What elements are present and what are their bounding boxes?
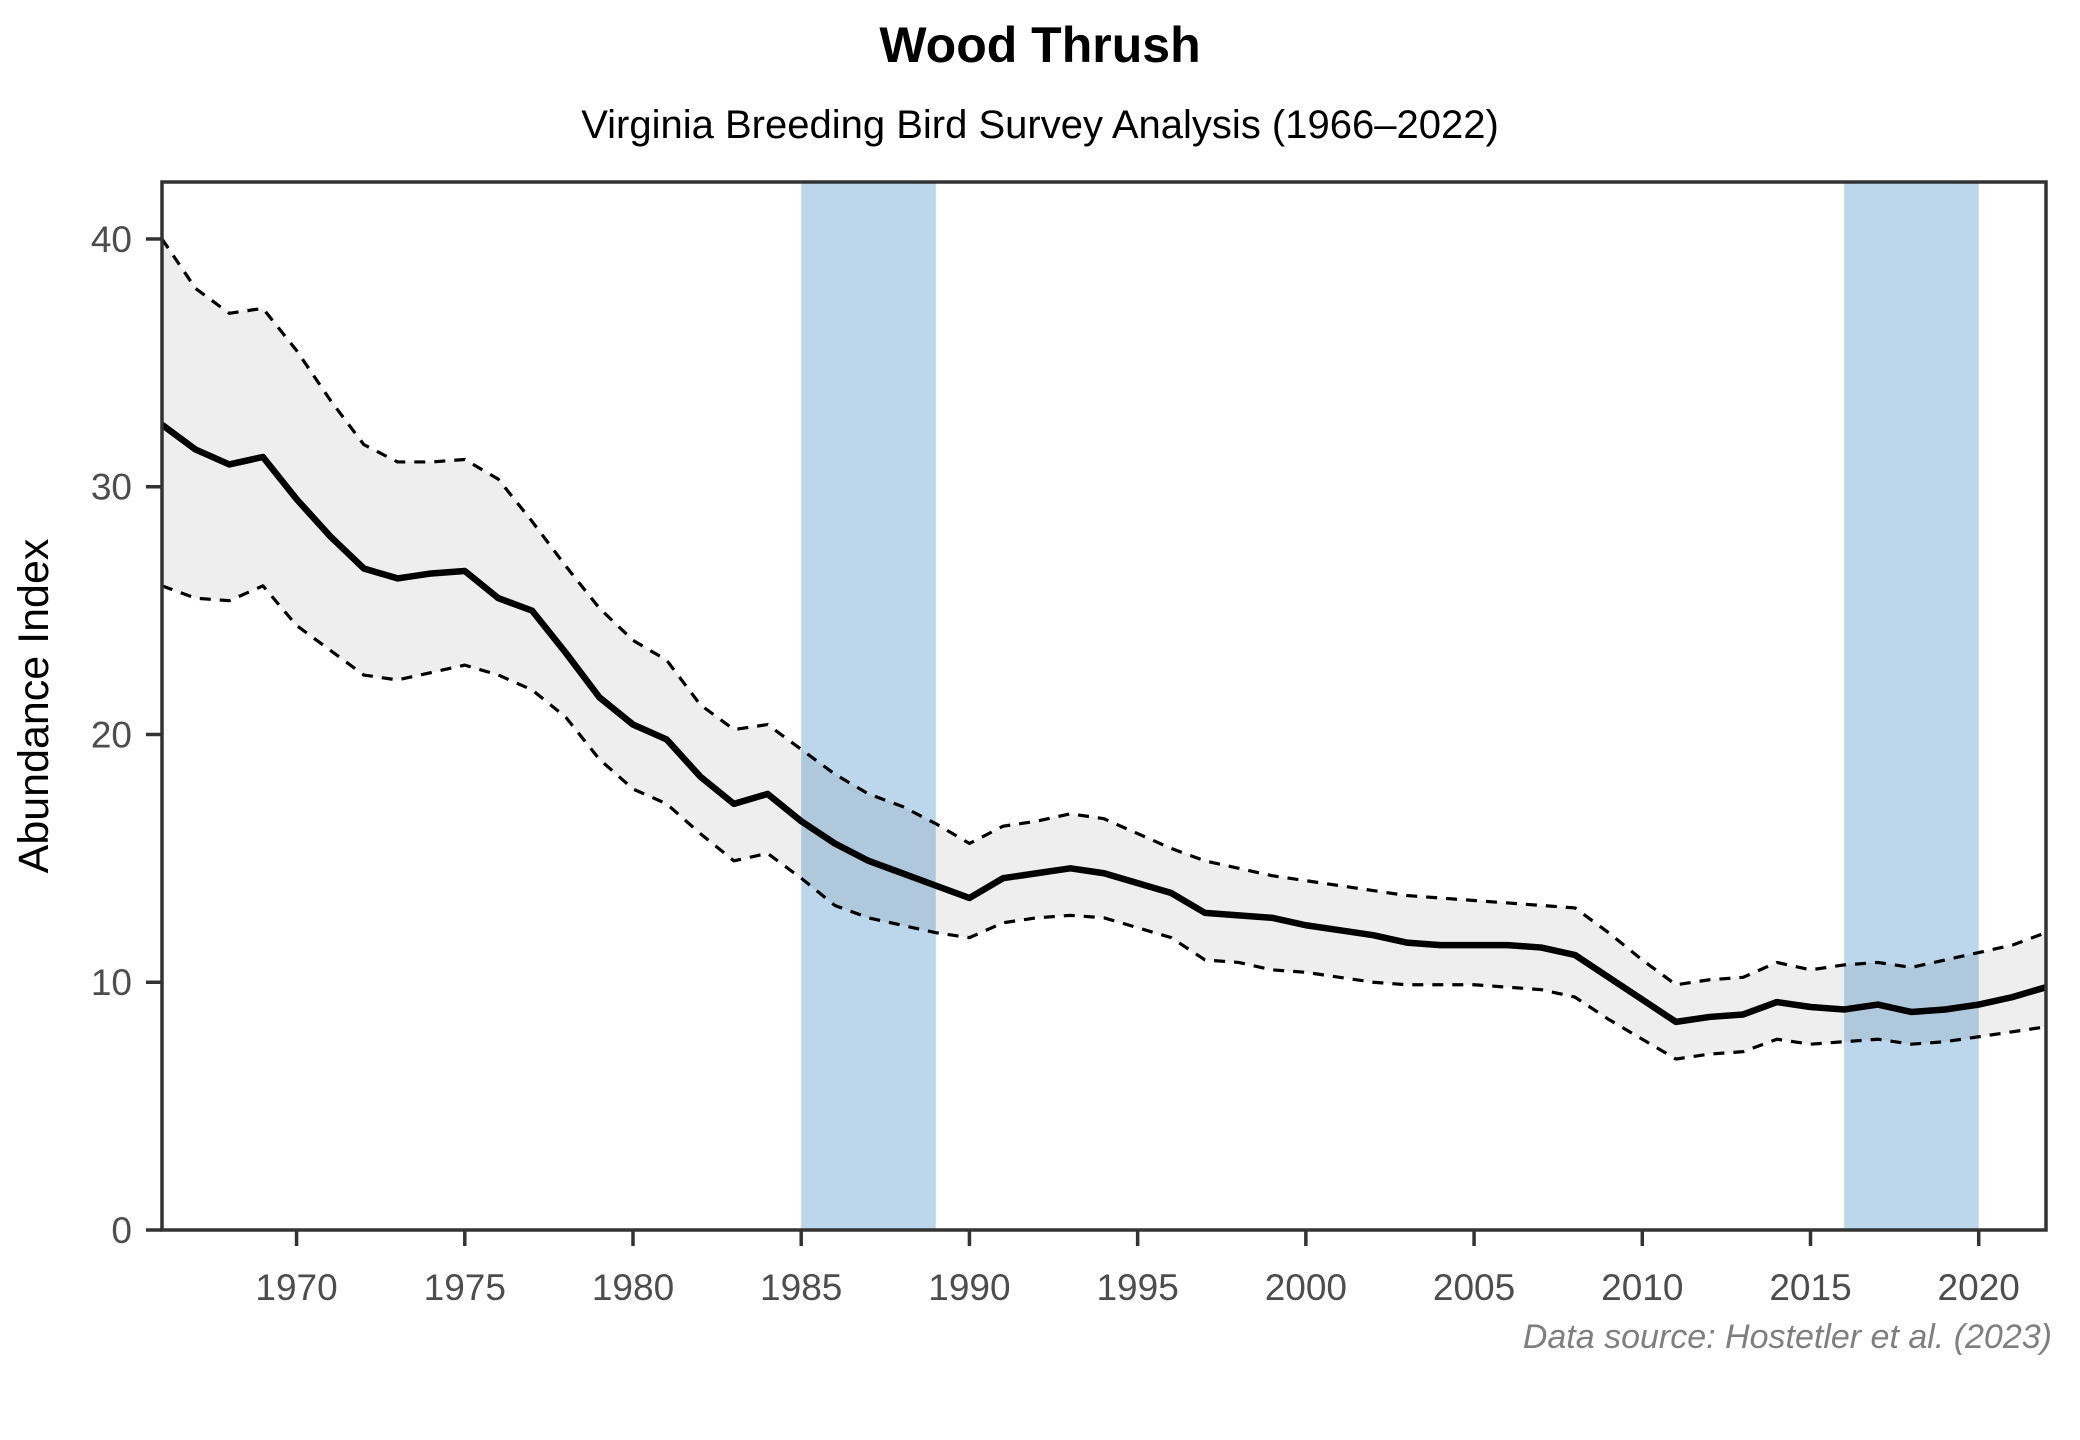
y-axis-tick-label: 20 <box>91 714 132 755</box>
x-axis-tick-label: 1980 <box>592 1267 674 1308</box>
y-axis-tick-label: 40 <box>91 219 132 260</box>
x-axis-tick-label: 2015 <box>1769 1267 1851 1308</box>
x-axis-tick-label: 1995 <box>1096 1267 1178 1308</box>
panel-border <box>160 180 2048 1232</box>
y-axis-label: Abundance Index <box>10 538 58 873</box>
confidence-ribbon-layer <box>162 238 2046 1060</box>
y-axis-tick-label: 0 <box>111 1210 132 1251</box>
x-axis-tick-label: 1970 <box>255 1267 337 1308</box>
trend-line <box>160 422 2047 1026</box>
x-axis-tick-label: 2020 <box>1938 1267 2020 1308</box>
data-source-caption: Data source: Hostetler et al. (2023) <box>1523 1318 2052 1356</box>
upper-confidence-line <box>160 238 2047 987</box>
confidence-ribbon <box>162 238 2046 1060</box>
highlight-band <box>801 182 936 1230</box>
y-axis-tick-label: 10 <box>91 962 132 1003</box>
x-axis-tick-label: 2010 <box>1601 1267 1683 1308</box>
lower-confidence-line <box>161 584 2047 1061</box>
panel-border-layer <box>160 180 2048 1232</box>
x-axis-tick-label: 2005 <box>1433 1267 1515 1308</box>
y-axis-tick-label: 30 <box>91 467 132 508</box>
x-axis-tick-label: 1985 <box>760 1267 842 1308</box>
highlight-band <box>1844 182 1979 1230</box>
x-axis-tick-label: 1990 <box>928 1267 1010 1308</box>
chart-subtitle: Virginia Breeding Bird Survey Analysis (… <box>581 103 1499 147</box>
axis-ticks-layer: 1970 1975 1980 1985 1990 1995 2000 2005 2010 2015… <box>91 219 2020 1308</box>
x-axis-tick-label: 1975 <box>424 1267 506 1308</box>
chart-title: Wood Thrush <box>879 17 1200 73</box>
highlight-bands-layer <box>801 182 1979 1230</box>
x-axis-tick-label: 2000 <box>1265 1267 1347 1308</box>
data-lines-layer <box>160 238 2047 1061</box>
